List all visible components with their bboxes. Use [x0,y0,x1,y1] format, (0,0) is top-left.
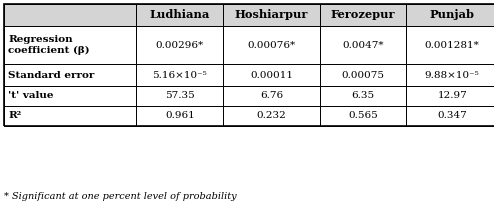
Bar [136,4,223,26]
Bar [4,26,136,64]
Bar [320,106,407,126]
Text: 0.232: 0.232 [256,112,287,121]
Text: 't' value: 't' value [8,92,54,101]
Text: Ferozepur: Ferozepur [331,9,395,21]
Bar [407,26,494,64]
Text: * Significant at one percent level of probability: * Significant at one percent level of pr… [4,192,237,201]
Bar [223,26,320,64]
Bar [4,4,494,126]
Text: Hoshiarpur: Hoshiarpur [235,9,308,21]
Text: Punjab: Punjab [430,9,475,21]
Bar [136,26,223,64]
Bar [407,4,494,26]
Text: R²: R² [8,112,21,121]
Text: 9.88×10⁻⁵: 9.88×10⁻⁵ [425,71,480,80]
Text: 0.565: 0.565 [348,112,378,121]
Bar [320,64,407,86]
Bar [4,106,136,126]
Bar [4,64,136,86]
Bar [320,86,407,106]
Bar [407,64,494,86]
Bar [4,86,136,106]
Bar [136,86,223,106]
Text: 12.97: 12.97 [437,92,467,101]
Bar [407,106,494,126]
Bar [223,4,320,26]
Text: 6.35: 6.35 [352,92,374,101]
Text: 0.00076*: 0.00076* [247,41,295,50]
Text: 0.0047*: 0.0047* [342,41,384,50]
Bar [320,26,407,64]
Text: 0.00075: 0.00075 [342,71,385,80]
Bar [136,106,223,126]
Bar [4,4,136,26]
Bar [407,86,494,106]
Bar [223,106,320,126]
Text: 0.001281*: 0.001281* [425,41,480,50]
Bar [136,64,223,86]
Text: 0.00296*: 0.00296* [156,41,204,50]
Text: 0.347: 0.347 [437,112,467,121]
Text: Regression
coefficient (β): Regression coefficient (β) [8,34,90,55]
Text: 6.76: 6.76 [260,92,283,101]
Bar [223,86,320,106]
Text: 0.00011: 0.00011 [250,71,293,80]
Text: 0.961: 0.961 [165,112,195,121]
Text: Ludhiana: Ludhiana [150,9,210,21]
Text: 57.35: 57.35 [165,92,195,101]
Bar [320,4,407,26]
Bar [223,64,320,86]
Text: 5.16×10⁻⁵: 5.16×10⁻⁵ [153,71,207,80]
Text: Standard error: Standard error [8,71,94,80]
